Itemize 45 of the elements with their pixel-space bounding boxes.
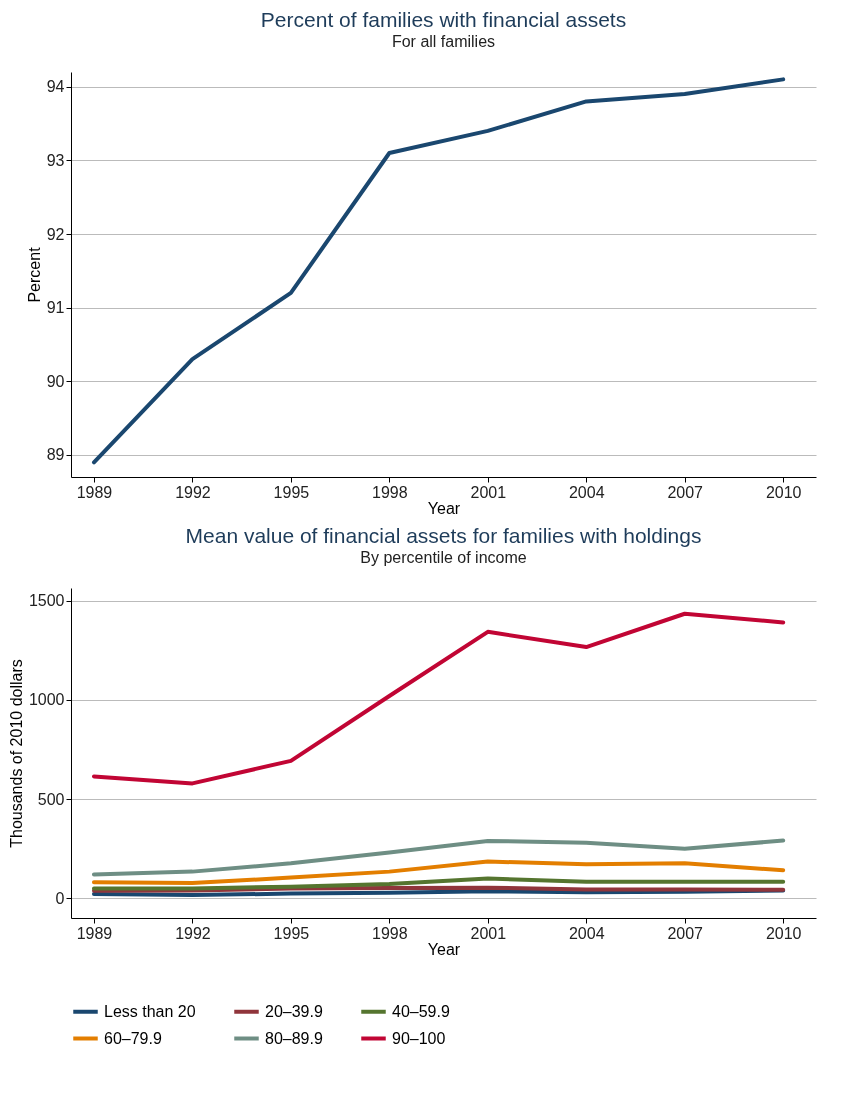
line-series bbox=[91, 77, 786, 465]
y-tick-label: 89 bbox=[46, 446, 65, 464]
x-tick-label: 1989 bbox=[76, 483, 113, 501]
x-axis-title: Year bbox=[427, 940, 461, 958]
chart-subtitle: For all families bbox=[391, 33, 496, 50]
y-tick-label: 93 bbox=[46, 151, 65, 169]
y-axis-title: Thousands of 2010 dollars bbox=[7, 659, 25, 848]
y-tick-label: 1500 bbox=[28, 592, 65, 610]
x-tick-label: 2010 bbox=[765, 483, 802, 501]
legend-label: 80–89.9 bbox=[265, 1029, 323, 1047]
x-tick-label: 1995 bbox=[273, 483, 310, 501]
line-series bbox=[91, 876, 786, 891]
line-series bbox=[91, 611, 786, 786]
x-tick-label: 2010 bbox=[765, 924, 802, 942]
chart-subtitle: By percentile of income bbox=[360, 549, 527, 566]
x-tick-label: 2007 bbox=[667, 924, 704, 942]
x-tick-label: 2004 bbox=[568, 924, 605, 942]
x-tick-label: 1989 bbox=[76, 924, 113, 942]
x-tick-label: 1998 bbox=[372, 483, 408, 501]
x-tick-label: 2001 bbox=[470, 924, 507, 942]
y-tick-label: 94 bbox=[46, 78, 65, 96]
y-tick-label: 0 bbox=[55, 889, 65, 907]
x-tick-label: 1998 bbox=[372, 924, 408, 942]
x-tick-label: 2001 bbox=[470, 483, 507, 501]
y-tick-label: 1000 bbox=[28, 691, 65, 709]
legend-label: 90–100 bbox=[392, 1029, 446, 1047]
y-tick-label: 90 bbox=[46, 372, 65, 390]
legend-label: 60–79.9 bbox=[104, 1029, 162, 1047]
x-tick-label: 1995 bbox=[273, 924, 310, 942]
chart-title: Percent of families with financial assets bbox=[260, 8, 627, 31]
x-axis-title: Year bbox=[427, 499, 461, 517]
legend-label: 20–39.9 bbox=[265, 1002, 323, 1020]
chart-title: Mean value of financial assets for families with holdings bbox=[185, 524, 702, 547]
legend-label: 40–59.9 bbox=[392, 1002, 450, 1020]
y-tick-label: 91 bbox=[46, 299, 65, 317]
legend-label: Less than 20 bbox=[104, 1002, 196, 1020]
x-tick-label: 2004 bbox=[568, 483, 605, 501]
x-tick-label: 2007 bbox=[667, 483, 704, 501]
line-series bbox=[91, 859, 786, 886]
x-tick-label: 1992 bbox=[175, 924, 211, 942]
y-axis-title: Percent bbox=[25, 246, 43, 303]
y-tick-label: 500 bbox=[37, 790, 65, 808]
line-series bbox=[91, 838, 786, 877]
y-tick-label: 92 bbox=[46, 225, 65, 243]
x-tick-label: 1992 bbox=[175, 483, 211, 501]
